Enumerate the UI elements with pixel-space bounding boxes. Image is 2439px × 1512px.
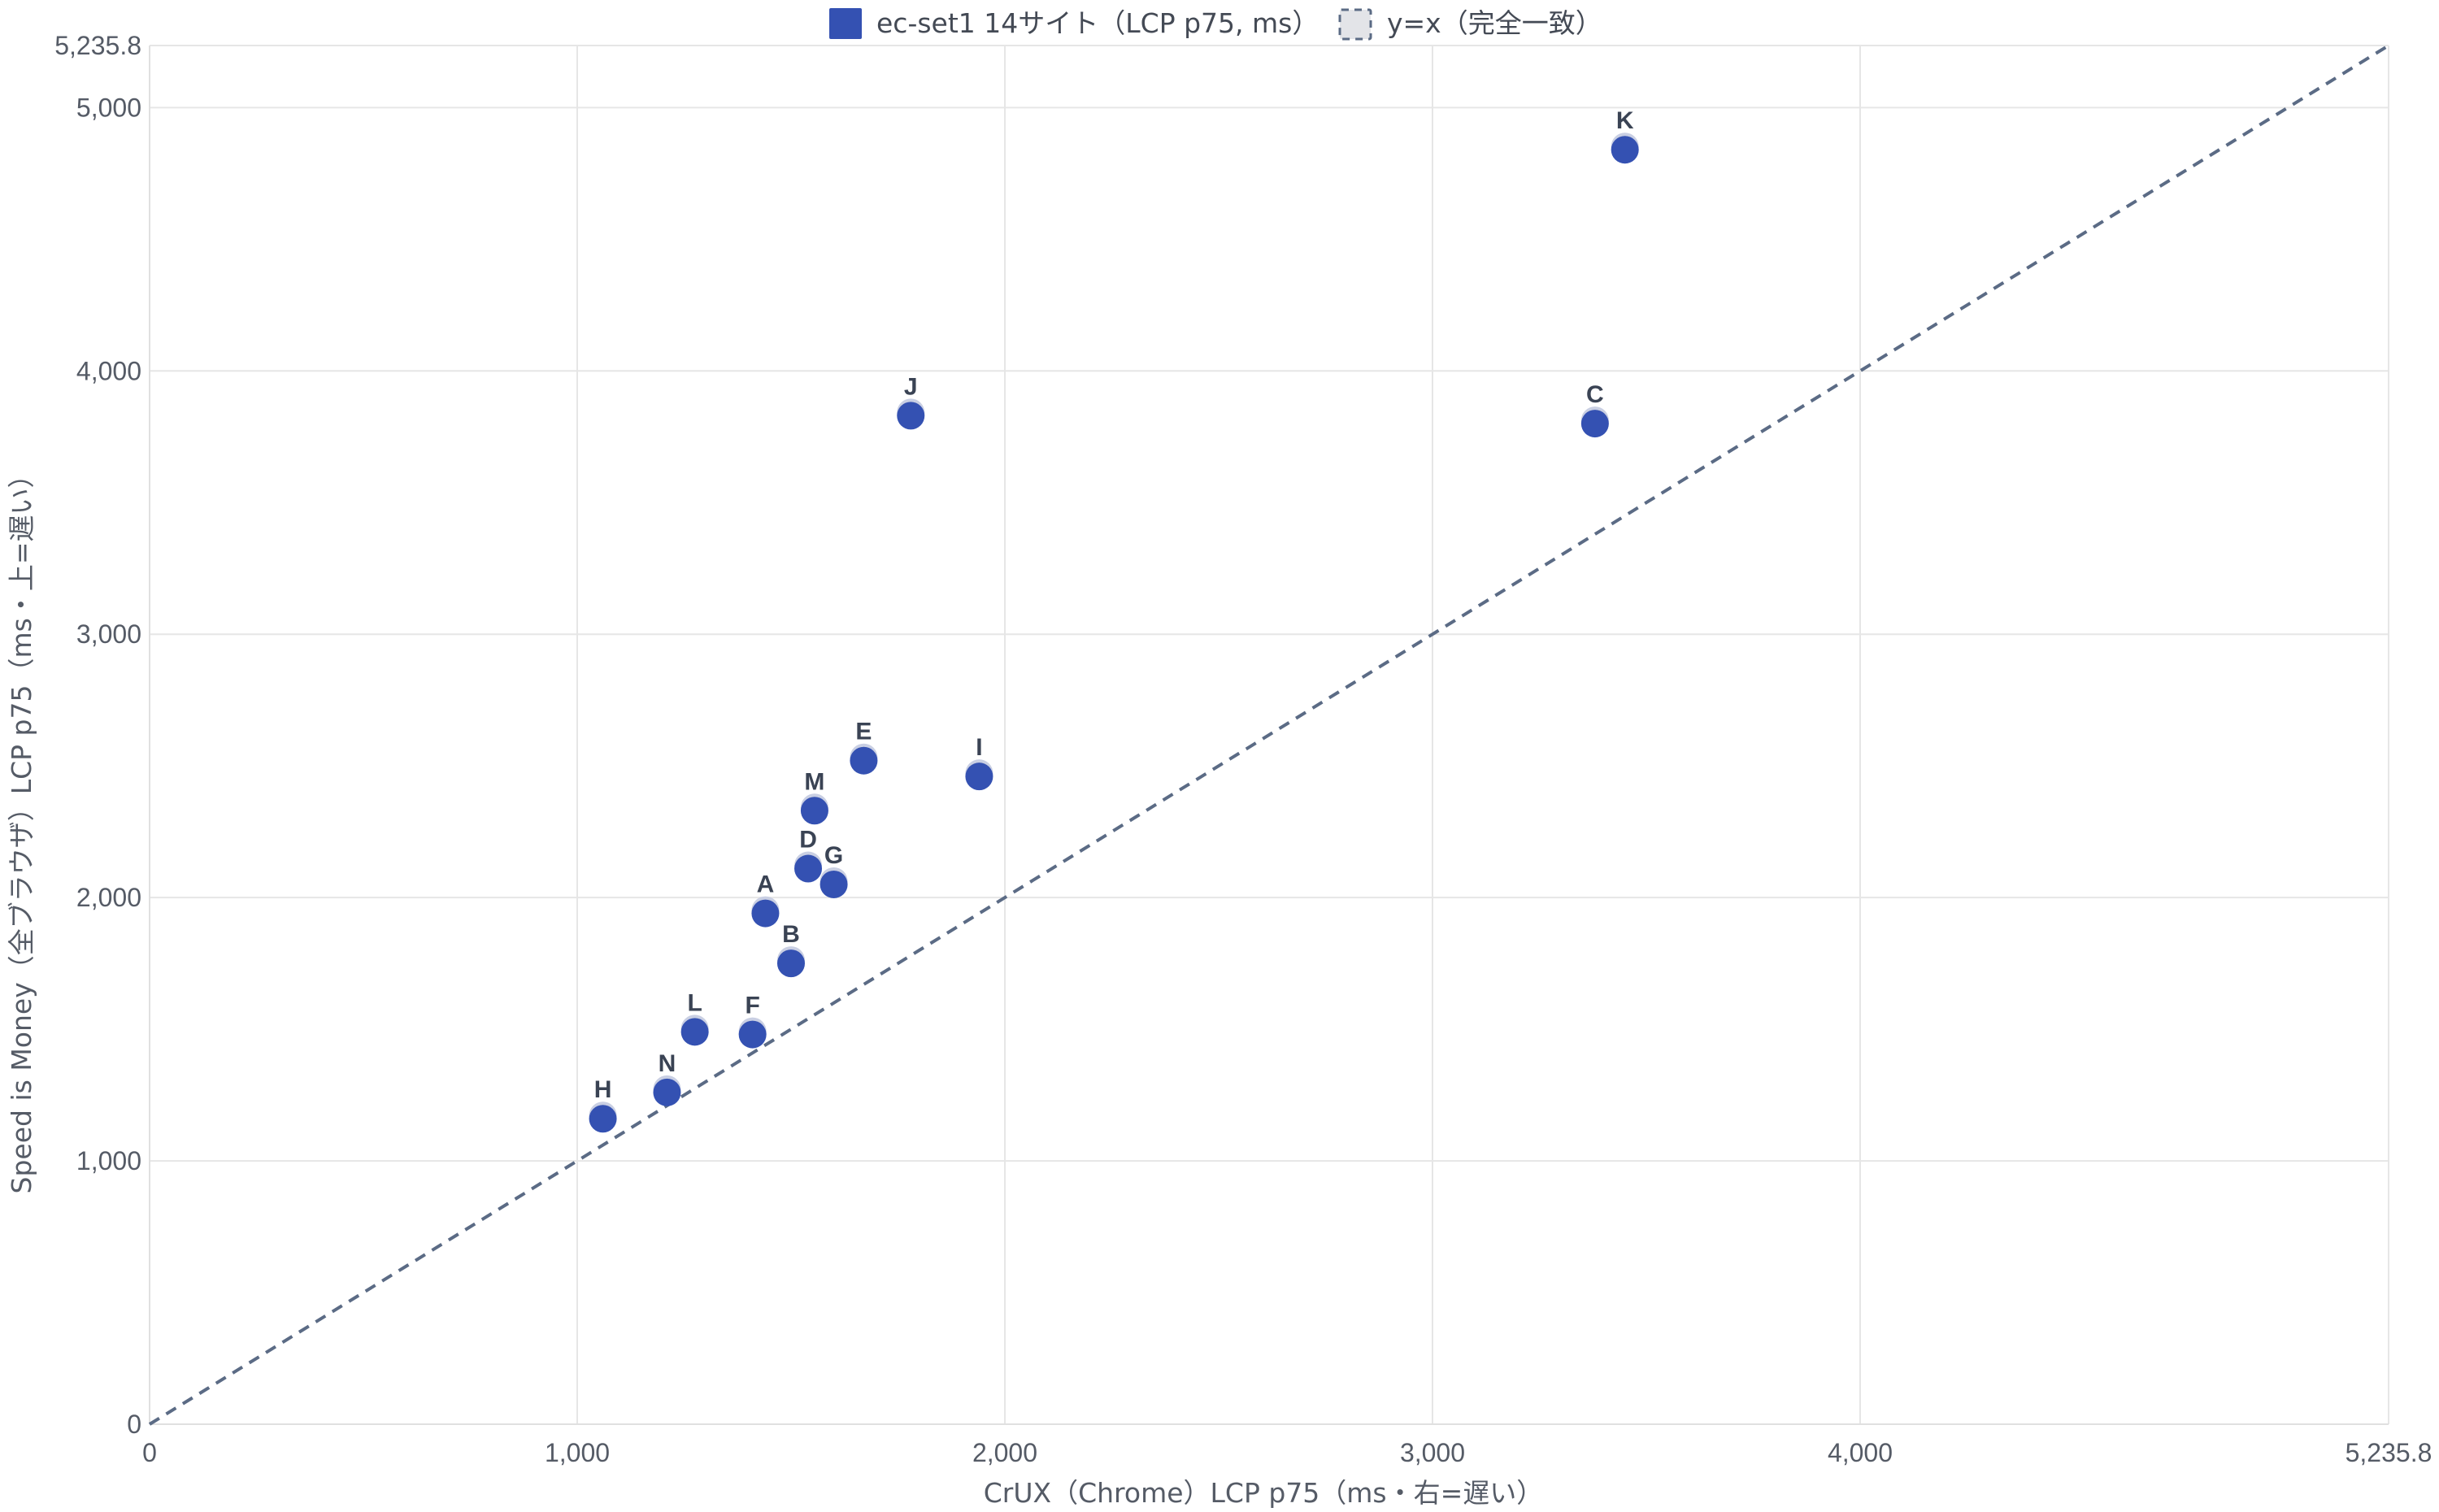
data-point-D	[794, 854, 823, 883]
data-point-J	[897, 402, 925, 430]
x-tick-label: 0	[142, 1438, 157, 1467]
y-tick-label: 1,000	[76, 1146, 141, 1175]
y-tick-label: 0	[127, 1410, 141, 1439]
identity-line	[148, 44, 2390, 1426]
point-label-A: A	[757, 871, 775, 898]
axes	[149, 46, 2389, 1425]
data-point-L	[680, 1018, 709, 1046]
x-tick-label: 1,000	[545, 1438, 610, 1467]
grid-lines	[150, 45, 2389, 1424]
data-point-C	[1580, 410, 1609, 438]
point-label-I: I	[976, 734, 982, 761]
point-label-M: M	[804, 768, 824, 795]
x-tick-label: 2,000	[972, 1438, 1037, 1467]
y-tick-label: 5,000	[76, 93, 141, 122]
data-point-E	[850, 746, 878, 775]
legend-label-identity: y=x（完全一致）	[1387, 7, 1602, 39]
data-point-H	[589, 1105, 617, 1133]
legend-swatch-series	[829, 8, 862, 39]
data-point-N	[653, 1078, 681, 1106]
point-label-E: E	[855, 719, 872, 745]
data-point-G	[820, 870, 848, 898]
y-tick-label: 5,235.8	[54, 31, 141, 60]
point-label-H: H	[594, 1076, 612, 1103]
data-point-M	[800, 797, 828, 825]
point-label-G: G	[824, 842, 843, 869]
y-axis-ticks: 0 1,000 2,000 3,000 4,000 5,000 5,235.8	[54, 31, 141, 1439]
legend-label-series: ec-set1 14サイト（LCP p75, ms）	[876, 7, 1319, 39]
point-label-C: C	[1586, 381, 1604, 408]
x-axis-ticks: 0 1,000 2,000 3,000 4,000 5,235.8	[142, 1438, 2432, 1467]
x-axis-title: CrUX（Chrome）LCP p75（ms・右=遅い）	[984, 1477, 1544, 1509]
point-label-F: F	[745, 993, 759, 1019]
point-label-N: N	[659, 1050, 676, 1077]
point-label-D: D	[799, 827, 817, 854]
legend: ec-set1 14サイト（LCP p75, ms） y=x（完全一致）	[829, 7, 1602, 41]
identity-line-group	[148, 44, 2390, 1426]
x-tick-label: 3,000	[1400, 1438, 1465, 1467]
data-point-A	[751, 899, 780, 928]
point-labels: AB C D E F G H I J K L M N	[594, 107, 1634, 1103]
y-tick-label: 3,000	[76, 619, 141, 649]
legend-swatch-identity	[1338, 8, 1372, 41]
data-point-F	[738, 1020, 767, 1049]
data-point-I	[965, 763, 993, 791]
y-axis-title: Speed is Money（全ブラウザ）LCP p75（ms・上=遅い）	[6, 462, 37, 1194]
data-point-K	[1611, 136, 1639, 164]
x-tick-label: 4,000	[1828, 1438, 1893, 1467]
point-label-J: J	[904, 373, 918, 400]
data-points	[589, 133, 1639, 1133]
point-label-K: K	[1616, 107, 1634, 134]
y-tick-label: 2,000	[76, 883, 141, 912]
x-tick-label: 5,235.8	[2346, 1438, 2432, 1467]
y-tick-label: 4,000	[76, 356, 141, 385]
point-label-B: B	[782, 921, 800, 948]
point-label-L: L	[687, 989, 702, 1016]
data-point-B	[776, 949, 805, 978]
